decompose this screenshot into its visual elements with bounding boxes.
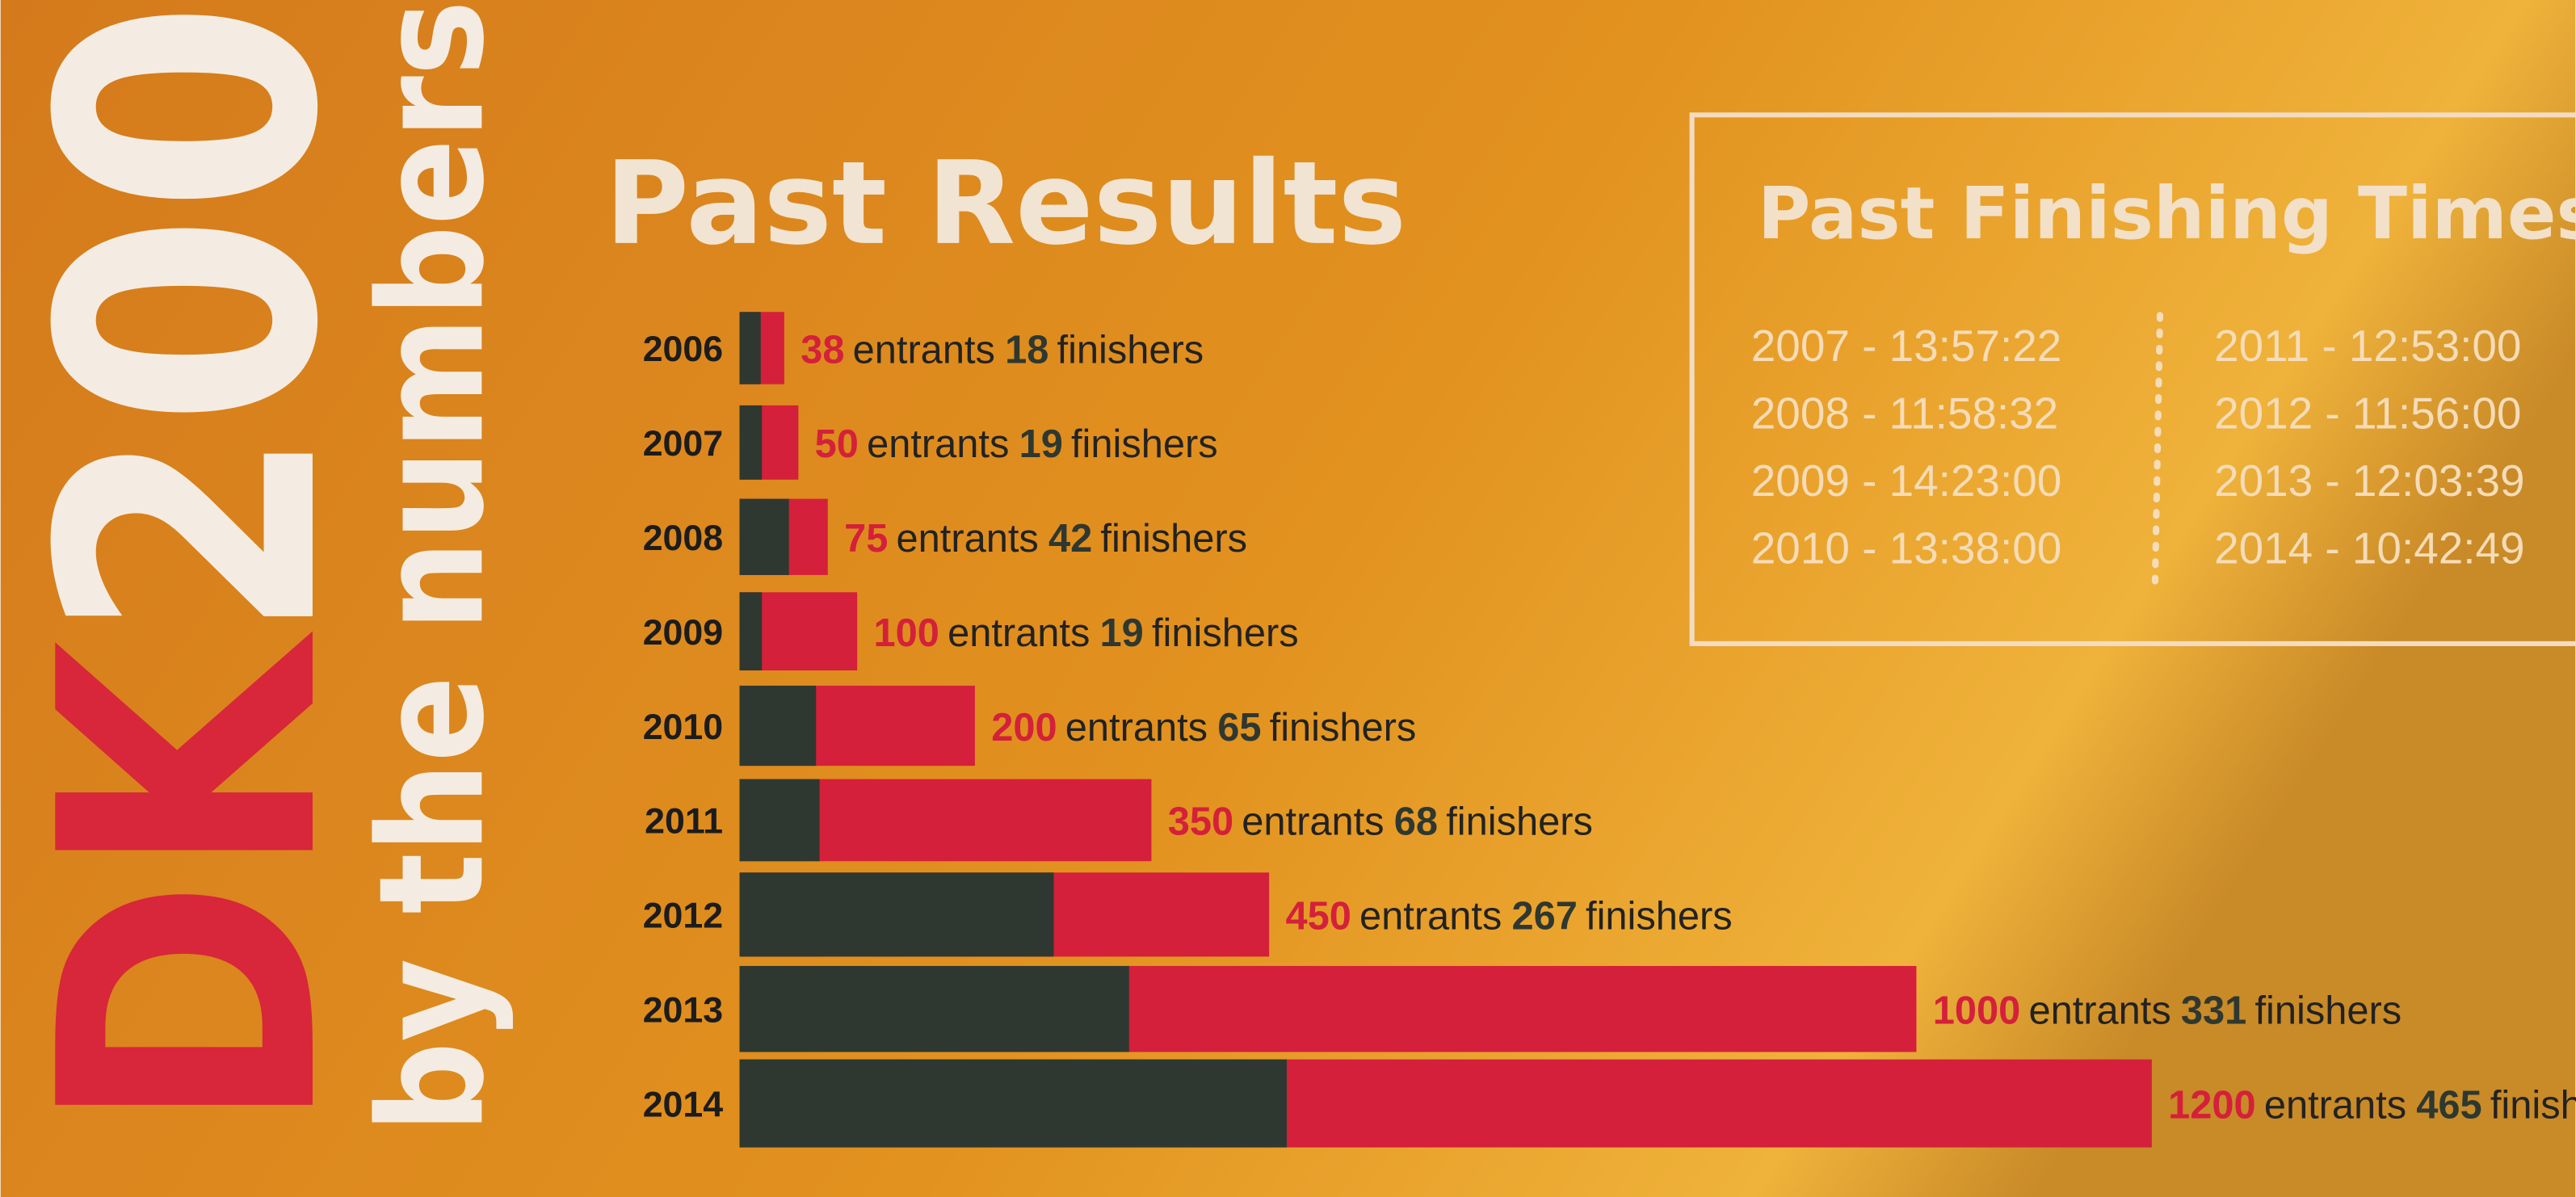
data-label: 38 entrants 18 finishers <box>801 328 1204 372</box>
y-tick-label: 2010 <box>643 708 723 747</box>
y-tick-label: 2009 <box>643 613 723 653</box>
y-tick-label: 2011 <box>645 802 723 842</box>
finishing-time: 2012 - 11:56:00 <box>2214 388 2521 439</box>
series-name: entrants <box>1359 895 1502 939</box>
bar <box>739 312 761 384</box>
data-value: 450 <box>1285 895 1351 939</box>
bar <box>739 592 763 671</box>
y-tick-label: 2007 <box>643 424 723 464</box>
data-value: 1000 <box>1933 989 2021 1033</box>
data-value: 19 <box>1100 611 1144 655</box>
y-tick-label: 2013 <box>643 990 723 1030</box>
y-tick-label: 2008 <box>643 519 723 558</box>
series-name: finishers <box>1152 611 1299 655</box>
finishing-times-panel: Past Finishing Times 2007 - 13:57:22 2008… <box>1689 112 2576 646</box>
y-tick-label: 2014 <box>643 1085 724 1124</box>
data-label: 100 entrants 19 finishers <box>874 611 1299 655</box>
y-tick-label: 2006 <box>643 330 723 369</box>
data-value: 465 <box>2416 1083 2481 1127</box>
series-name: finishers <box>1057 328 1204 372</box>
finishing-time: 2010 - 13:38:00 <box>1751 523 2061 573</box>
bar <box>739 872 1054 957</box>
finishing-time: 2014 - 10:42:49 <box>2214 523 2524 573</box>
series-name: finishers <box>1100 517 1247 561</box>
y-tick-label: 2012 <box>643 897 723 936</box>
bar <box>739 685 817 766</box>
finishing-time: 2008 - 11:58:32 <box>1751 388 2058 439</box>
series-name: finishers <box>2255 989 2402 1033</box>
bar <box>739 965 1129 1052</box>
series-name: finishers <box>1586 895 1733 939</box>
data-label: 1000 entrants 331 finishers <box>1933 989 2402 1033</box>
data-value: 75 <box>844 517 888 561</box>
data-value: 38 <box>801 328 844 372</box>
bar <box>739 1059 1287 1148</box>
data-value: 65 <box>1217 706 1261 750</box>
data-value: 18 <box>1005 328 1048 372</box>
logo-part: DK <box>0 629 397 1133</box>
finishing-time: 2007 - 13:57:22 <box>1751 321 2061 371</box>
bar <box>739 779 820 862</box>
data-value: 350 <box>1168 800 1233 844</box>
finishing-time: 2013 - 12:03:39 <box>2214 456 2524 506</box>
bar <box>739 405 763 480</box>
data-value: 42 <box>1048 517 1092 561</box>
panel-title: Past Finishing Times <box>1758 172 2576 256</box>
data-label: 1200entrants465finishers <box>2168 1083 2576 1127</box>
series-name: finishers <box>1270 706 1417 750</box>
finishing-times: 2007 - 13:57:22 2008 - 11:58:32 2009 - 14:… <box>1751 321 2525 573</box>
series-name: entrants <box>2264 1083 2406 1127</box>
series-name: entrants <box>2028 989 2170 1033</box>
data-value: 200 <box>991 706 1057 750</box>
finishing-time: 2009 - 14:23:00 <box>1751 456 2061 506</box>
series-name: entrants <box>1242 800 1384 844</box>
data-value: 331 <box>2181 989 2246 1033</box>
series-name: entrants <box>897 517 1039 561</box>
data-label: 200 entrants 65 finishers <box>991 706 1416 750</box>
data-value: 1200 <box>2168 1083 2256 1127</box>
data-value: 19 <box>1019 422 1063 466</box>
logo-tagline: by the numbers <box>348 0 516 1133</box>
series-name: entrants <box>867 422 1009 466</box>
data-value: 50 <box>815 422 859 466</box>
series-name: finishers <box>1446 800 1593 844</box>
series-name: finishers <box>2490 1083 2576 1127</box>
chart-title: Past Results <box>605 136 1406 271</box>
data-value: 267 <box>1511 895 1577 939</box>
data-label: 75 entrants 42 finishers <box>844 517 1247 561</box>
data-value: 100 <box>874 611 939 655</box>
bar <box>739 498 789 575</box>
logo: DK200 <box>0 0 397 1133</box>
series-name: entrants <box>1065 706 1208 750</box>
data-label: 50 entrants 19 finishers <box>815 422 1218 466</box>
panel-border <box>1689 112 2576 646</box>
separator <box>2151 312 2164 588</box>
data-label: 350 entrants 68 finishers <box>1168 800 1593 844</box>
data-value: 68 <box>1394 800 1438 844</box>
logo-part: 200 <box>0 0 397 640</box>
data-label: 450 entrants 267 finishers <box>1285 895 1732 939</box>
series-name: entrants <box>853 328 995 372</box>
series-name: entrants <box>948 611 1090 655</box>
finishing-time: 2011 - 12:53:00 <box>2214 321 2521 371</box>
series-name: finishers <box>1071 422 1218 466</box>
